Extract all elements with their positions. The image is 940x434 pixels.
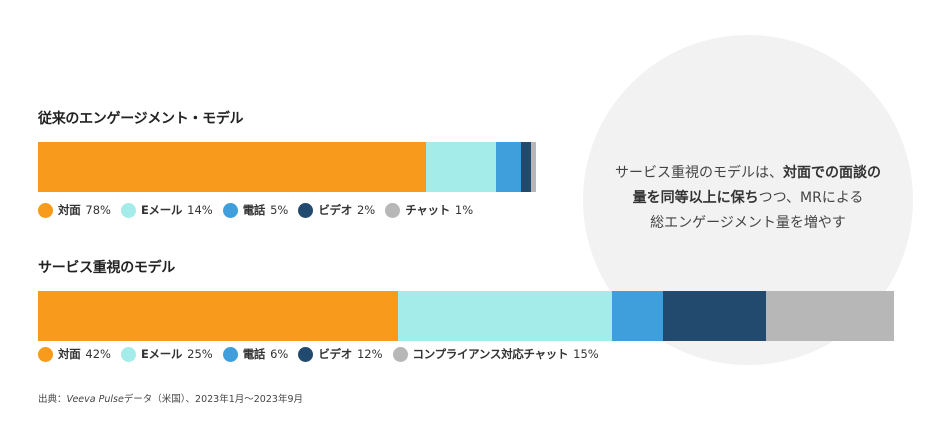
chart2-title: サービス重視のモデル <box>38 260 175 276</box>
legend-value: 15% <box>573 347 599 361</box>
legend-label: ビデオ <box>318 347 352 361</box>
legend-value: 78% <box>85 203 111 217</box>
bar-segment-1 <box>38 291 398 341</box>
callout-bold2: 量を同等以上に保ち <box>632 190 759 206</box>
bar-segment-3 <box>496 142 522 192</box>
bar-segment-2 <box>397 291 612 341</box>
callout-part1: サービス重視のモデルは、 <box>615 165 783 181</box>
legend-swatch <box>385 202 401 218</box>
legend-swatch <box>392 346 408 362</box>
legend-label: ビデオ <box>318 203 352 217</box>
legend-item: 電話 5% <box>222 202 289 218</box>
bar-segment-2 <box>426 142 497 192</box>
callout-text: サービス重視のモデルは、対面での面談の 量を同等以上に保ちつつ、MRによる 総エ… <box>583 161 913 236</box>
legend-item: Eメール 25% <box>120 346 213 362</box>
legend-item: チャット 1% <box>385 202 473 218</box>
legend-swatch <box>222 202 238 218</box>
callout-line3: 総エンゲージメント量を増やす <box>650 215 846 231</box>
bar-segment-3 <box>611 291 663 341</box>
chart1-legend: 対面 78% Eメール 14% 電話 5% ビデオ 2% チャット 1% <box>38 202 483 218</box>
legend-swatch <box>298 346 314 362</box>
legend-swatch <box>120 346 136 362</box>
legend-item: ビデオ 2% <box>298 202 375 218</box>
legend-swatch <box>38 202 53 218</box>
bar-segment-1 <box>38 142 427 192</box>
callout-bold1: 対面での面談の <box>783 165 881 181</box>
legend-value: 12% <box>356 347 383 361</box>
legend-item: 対面 42% <box>38 346 111 362</box>
callout-part2: つつ、MRによる <box>758 190 864 206</box>
legend-label: 対面 <box>58 203 81 217</box>
legend-swatch <box>222 346 238 362</box>
legend-label: Eメール <box>140 347 183 361</box>
chart2-stacked-bar <box>38 291 894 341</box>
legend-value: 5% <box>270 203 289 217</box>
source-suffix: データ（米国）、2023年1月～2023年9月 <box>123 394 303 405</box>
bar-segment-5 <box>765 291 894 341</box>
source-prefix: 出典： <box>38 394 67 405</box>
legend-label: 電話 <box>242 347 266 361</box>
legend-swatch <box>298 202 314 218</box>
legend-item: 電話 6% <box>222 346 289 362</box>
legend-label: 電話 <box>242 203 266 217</box>
source-italic: Veeva Pulse <box>66 394 124 405</box>
legend-item: 対面 78% <box>38 202 111 218</box>
legend-label: Eメール <box>140 203 183 217</box>
bar-segment-4 <box>662 291 766 341</box>
legend-value: 2% <box>356 203 376 217</box>
chart1-title: 従来のエンゲージメント・モデル <box>38 111 244 127</box>
legend-value: 25% <box>187 347 213 361</box>
chart2-legend: 対面 42% Eメール 25% 電話 6% ビデオ 12% コンプライアンス対応チャット 15% <box>38 346 609 362</box>
legend-label: コンプライアンス対応チャット <box>412 347 569 361</box>
legend-value: 6% <box>270 347 289 361</box>
legend-value: 1% <box>454 203 474 217</box>
bar-segment-5 <box>531 142 536 192</box>
legend-label: チャット <box>405 203 450 217</box>
legend-item: ビデオ 12% <box>298 346 383 362</box>
legend-value: 42% <box>85 347 111 361</box>
legend-item: Eメール 14% <box>120 202 213 218</box>
legend-label: 対面 <box>58 347 81 361</box>
bar-segment-4 <box>521 142 531 192</box>
legend-item: コンプライアンス対応チャット 15% <box>392 346 599 362</box>
source-note: 出典：Veeva Pulseデータ（米国）、2023年1月～2023年9月 <box>38 391 303 405</box>
legend-value: 14% <box>187 203 213 217</box>
legend-swatch <box>38 346 53 362</box>
legend-swatch <box>120 202 136 218</box>
chart1-stacked-bar <box>38 142 536 192</box>
